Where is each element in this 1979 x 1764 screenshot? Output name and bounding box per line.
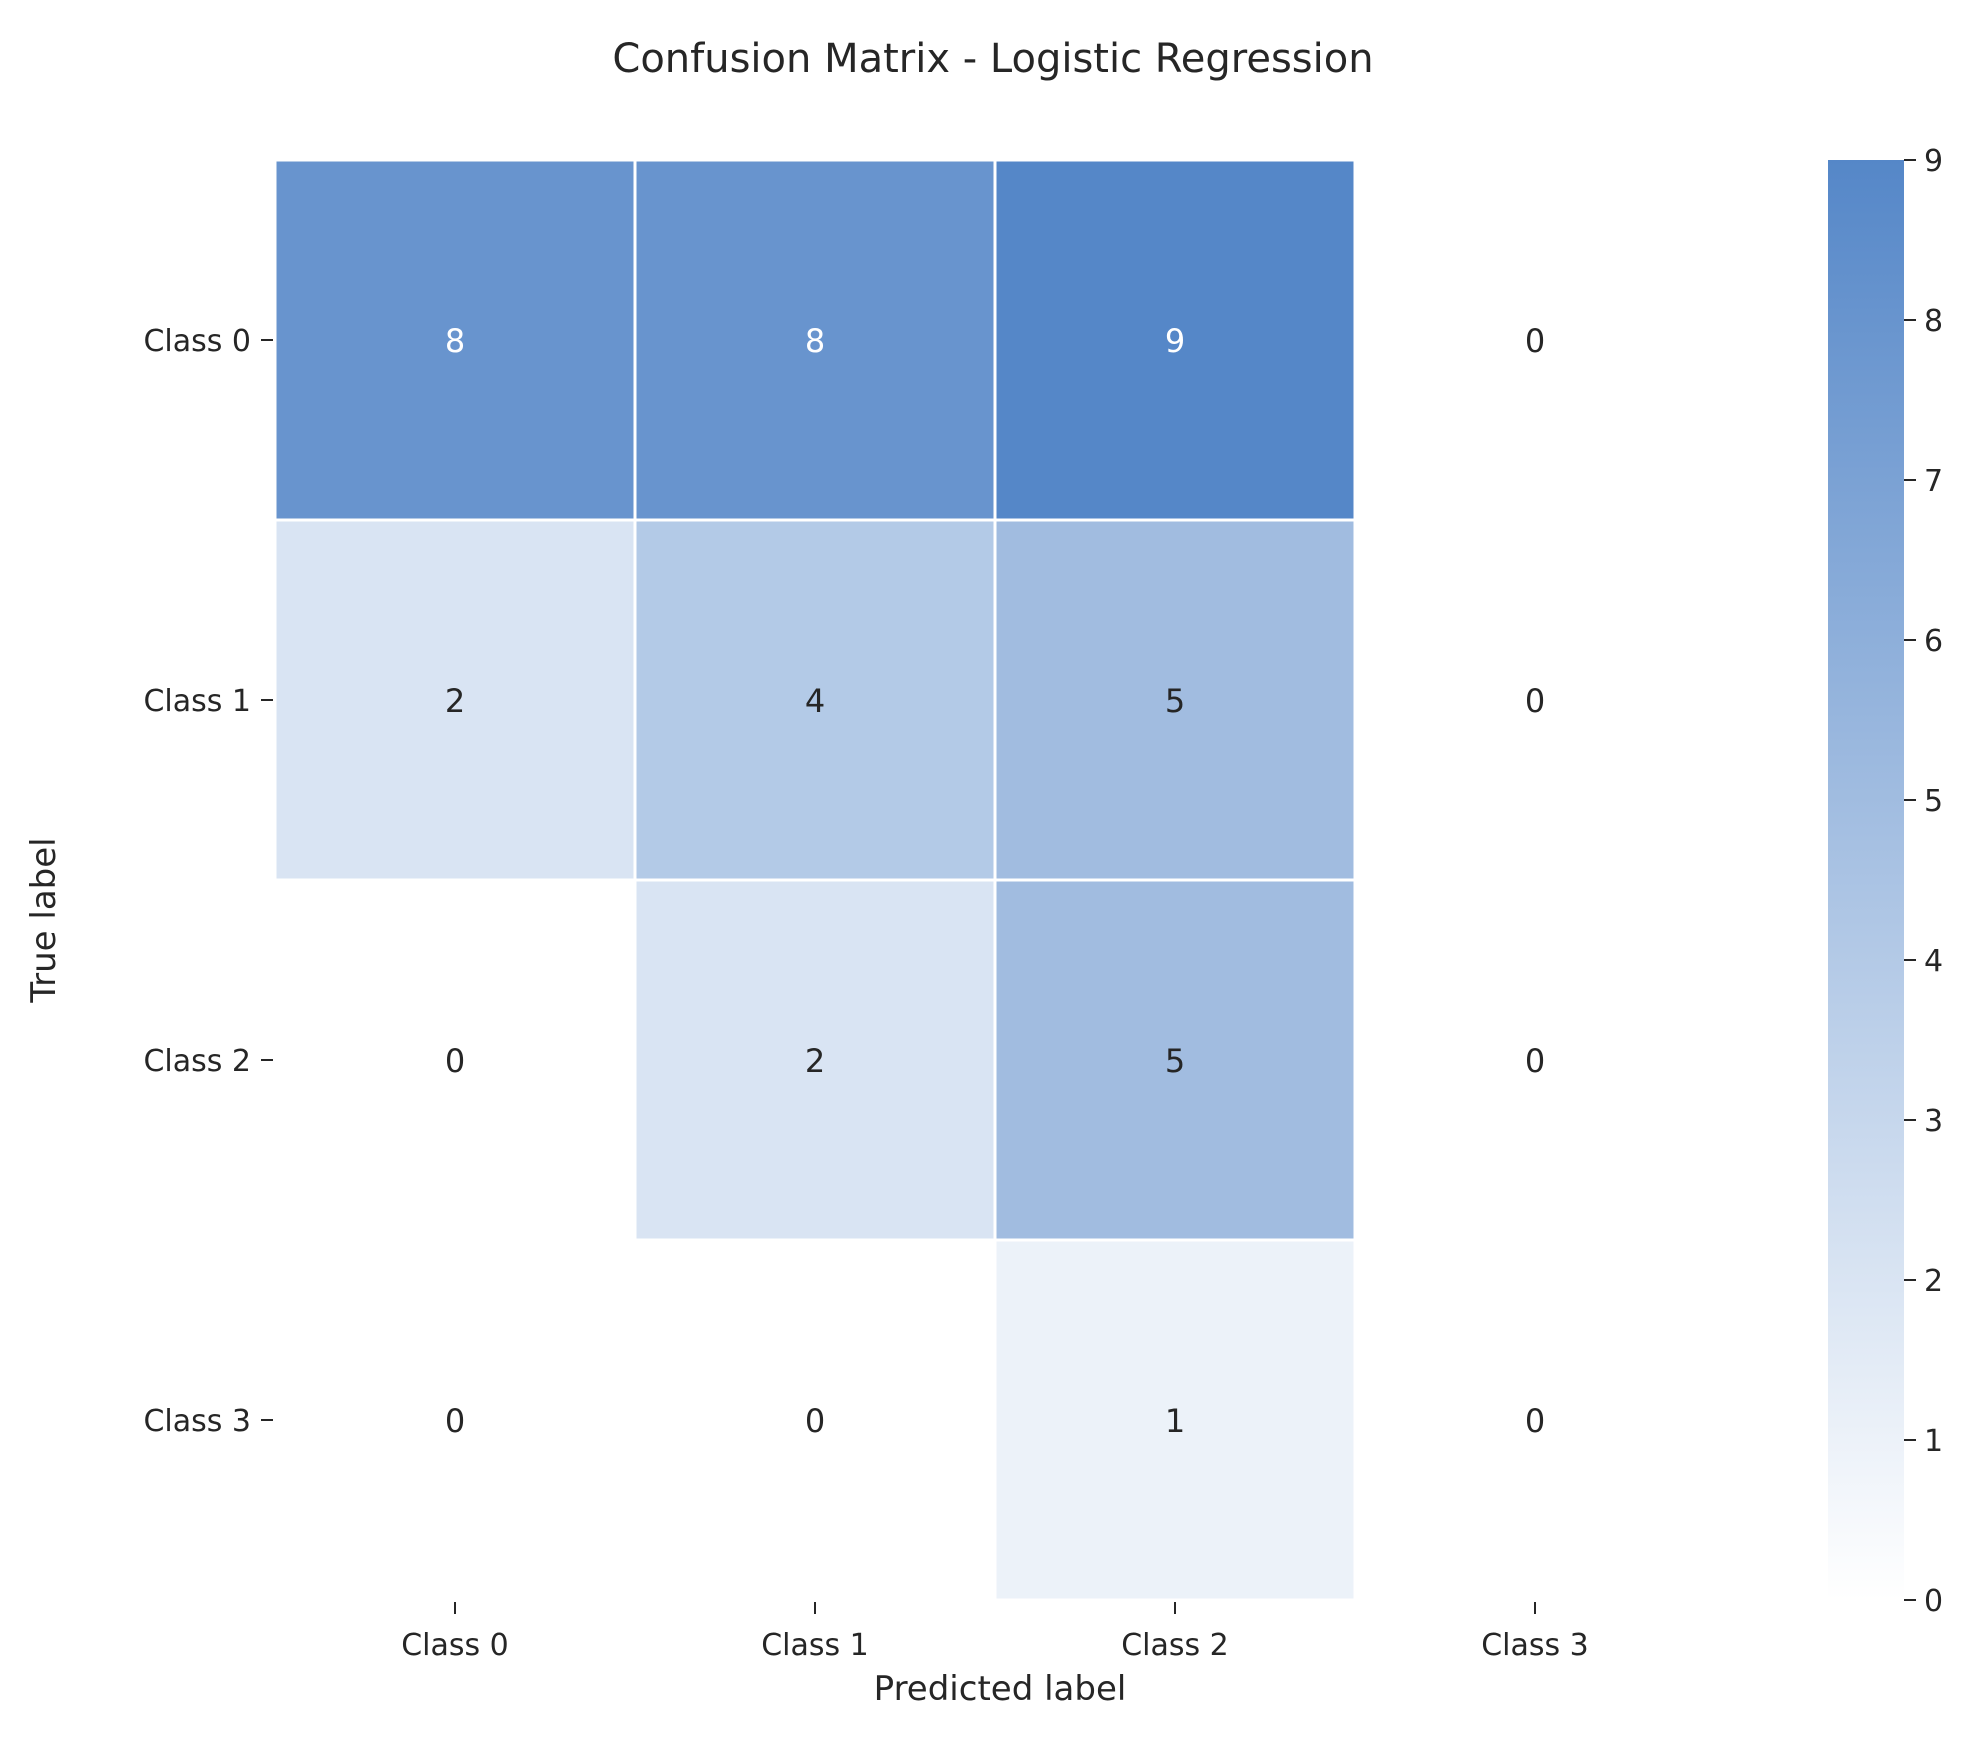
cell-value-label: 2 <box>805 1042 825 1080</box>
x-tick-label: Class 1 <box>761 1628 869 1663</box>
cell-value-label: 1 <box>1165 1402 1185 1440</box>
cell-value-label: 9 <box>1165 322 1185 360</box>
cell-value-label: 0 <box>1525 1042 1545 1080</box>
heatmap-cell <box>1355 1240 1715 1600</box>
cell-value-label: 2 <box>445 682 465 720</box>
x-axis-label: Predicted label <box>874 1669 1127 1709</box>
heatmap-cell <box>993 158 1357 522</box>
cell-value-label: 8 <box>445 322 465 360</box>
cell-value-label: 0 <box>445 1402 465 1440</box>
y-tick-label: Class 3 <box>143 1404 251 1439</box>
cell-value-label: 4 <box>805 682 825 720</box>
colorbar-tick-label: 8 <box>1924 304 1943 339</box>
cell-value-label: 8 <box>805 322 825 360</box>
chart-title: Confusion Matrix - Logistic Regression <box>612 36 1373 82</box>
colorbar-tick-label: 2 <box>1924 1264 1943 1299</box>
y-axis-ticks: Class 0 Class 1 Class 2 Class 3 <box>143 324 273 1439</box>
x-tick-label: Class 3 <box>1481 1628 1589 1663</box>
x-tick-label: Class 0 <box>401 1628 509 1663</box>
heatmap-cells <box>273 158 1715 1602</box>
colorbar-tick-label: 0 <box>1924 1584 1943 1619</box>
cell-annotations: 8 8 9 0 2 4 5 0 0 2 5 0 0 0 1 0 <box>445 322 1545 1440</box>
colorbar-ticks: 0 1 2 3 4 5 6 7 8 9 <box>1904 144 1943 1619</box>
colorbar-tick-label: 7 <box>1924 464 1943 499</box>
heatmap-cell <box>275 1240 635 1600</box>
heatmap-cell <box>273 158 637 522</box>
cell-value-label: 0 <box>805 1402 825 1440</box>
cell-value-label: 5 <box>1165 682 1185 720</box>
y-tick-label: Class 2 <box>143 1044 251 1079</box>
heatmap-cell <box>275 880 635 1240</box>
colorbar-tick-label: 4 <box>1924 944 1943 979</box>
heatmap-cell <box>633 878 997 1242</box>
colorbar-tick-label: 5 <box>1924 784 1943 819</box>
heatmap-cell <box>993 878 1357 1242</box>
x-axis-ticks: Class 0 Class 1 Class 2 Class 3 <box>401 1602 1589 1663</box>
colorbar-tick-label: 9 <box>1924 144 1943 179</box>
cell-value-label: 0 <box>1525 682 1545 720</box>
colorbar-tick-label: 1 <box>1924 1424 1943 1459</box>
cell-value-label: 5 <box>1165 1042 1185 1080</box>
colorbar <box>1828 160 1904 1600</box>
y-tick-label: Class 1 <box>143 684 251 719</box>
heatmap-cell <box>635 1240 995 1600</box>
heatmap-cell <box>1355 520 1715 880</box>
heatmap-cell <box>633 158 997 522</box>
heatmap-cell <box>273 518 637 882</box>
heatmap-cell <box>1355 160 1715 520</box>
colorbar-tick-label: 3 <box>1924 1104 1943 1139</box>
cell-value-label: 0 <box>1525 322 1545 360</box>
colorbar-tick-label: 6 <box>1924 624 1943 659</box>
cell-value-label: 0 <box>1525 1402 1545 1440</box>
y-axis-label: True label <box>24 837 64 1003</box>
x-tick-label: Class 2 <box>1121 1628 1229 1663</box>
cell-value-label: 0 <box>445 1042 465 1080</box>
heatmap-cell <box>1355 880 1715 1240</box>
y-tick-label: Class 0 <box>143 324 251 359</box>
